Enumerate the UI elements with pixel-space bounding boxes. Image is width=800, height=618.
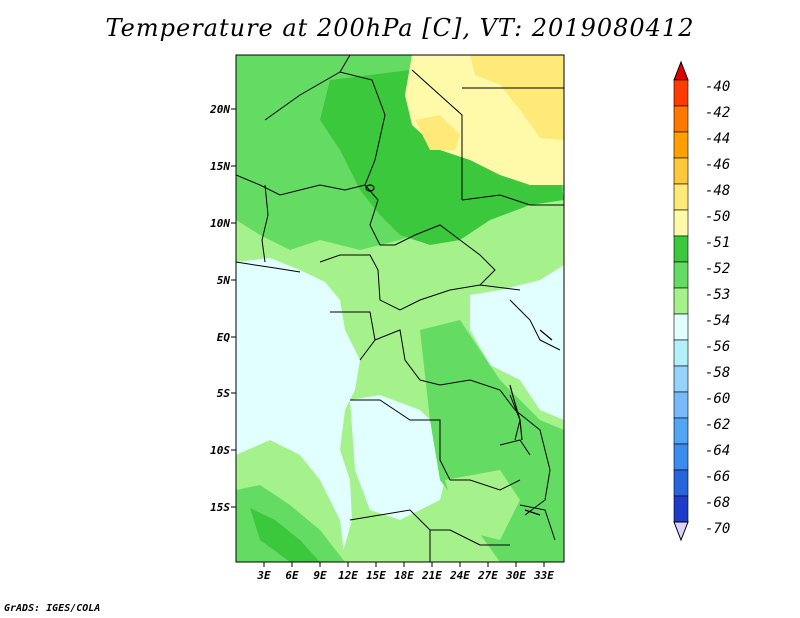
colorbar-label: -46 [705,157,731,173]
map-fill [236,55,564,562]
lon-label: 21E [422,569,442,582]
region-light-blue-east [470,265,564,420]
colorbar-bin [673,417,689,445]
map-frame [235,54,565,563]
region-light-green-se [445,470,520,540]
lon-label: 27E [478,569,498,582]
colorbar-bin [673,287,689,315]
lon-label: 24E [450,569,470,582]
lon-label: 15E [366,569,386,582]
colorbar-bin [673,391,689,419]
lon-label: 12E [338,569,358,582]
colorbar-bin [673,235,689,263]
colorbar-bin [673,339,689,367]
lat-label: EQ [216,331,230,344]
lat-label: 20N [210,103,230,116]
colorbar-label: -62 [705,417,731,433]
colorbar-label: -54 [705,313,731,329]
lon-label: 33E [534,569,554,582]
colorbar-bin [673,183,689,211]
region-dark-green [320,70,564,245]
lat-label: 5S [216,387,230,400]
colorbar [673,60,689,542]
region-light-blue-south [350,395,450,520]
region-green-southeast [420,320,564,562]
colorbar-bin [673,443,689,471]
colorbar-bottom-arrow [673,521,689,542]
lat-label: 5N [216,274,230,287]
colorbar-bin [673,79,689,107]
colorbar-label: -68 [705,495,731,511]
colorbar-bin [673,469,689,497]
colorbar-label: -40 [705,79,731,95]
colorbar-bin [673,313,689,341]
colorbar-bin [673,209,689,237]
credit-text: GrADS: IGES/COLA [4,603,101,614]
lat-label: 15S [210,501,230,514]
colorbar-top-arrow [673,60,689,81]
colorbar-bin [673,365,689,393]
region-yellow-a [470,55,564,140]
colorbar-label: -60 [705,391,731,407]
colorbar-label: -70 [705,521,731,537]
region-yellow-b [415,115,460,150]
colorbar-label: -64 [705,443,731,459]
colorbar-label: -56 [705,339,731,355]
country-borders [236,55,564,562]
lat-label: 10N [210,217,230,230]
lon-label: 3E [257,569,271,582]
colorbar-label: -52 [705,261,731,277]
colorbar-bin [673,131,689,159]
region-dark-green-sw [250,508,320,562]
colorbar-label: -50 [705,209,731,225]
colorbar-bin [673,495,689,523]
colorbar-label: -44 [705,131,731,147]
map-title: Temperature at 200hPa [C], VT: 201908041… [105,14,695,42]
lakes [365,184,553,516]
lon-label: 6E [285,569,299,582]
colorbar-label: -58 [705,365,731,381]
colorbar-bin [673,157,689,185]
lat-label: 10S [210,444,230,457]
lon-label: 9E [313,569,327,582]
colorbar-label: -53 [705,287,731,303]
colorbar-label: -51 [705,235,731,251]
colorbar-bin [673,105,689,133]
lat-label: 15N [210,160,230,173]
colorbar-label: -66 [705,469,731,485]
axis-ticks [231,108,545,567]
colorbar-bin [673,261,689,289]
lon-label: 18E [394,569,414,582]
colorbar-label: -42 [705,105,731,121]
lon-label: 30E [506,569,526,582]
region-green-sw-dark [236,485,345,562]
colorbar-label: -48 [705,183,731,199]
